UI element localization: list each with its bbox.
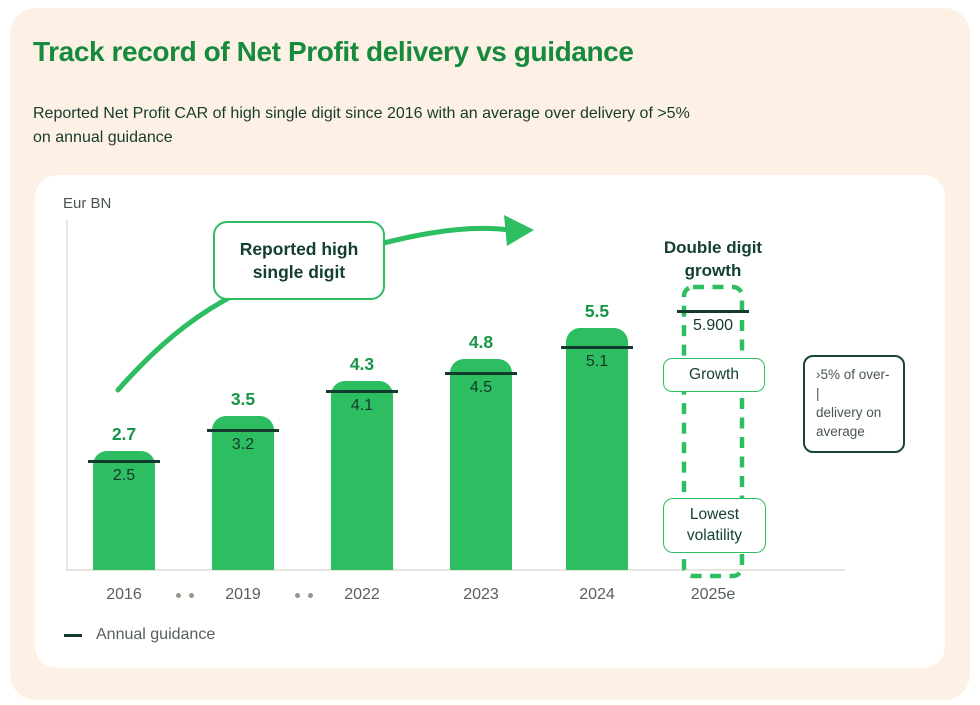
gap-dot	[188, 593, 194, 598]
guidance-label-2025e: 5.900	[692, 317, 734, 335]
bar-2023	[450, 358, 512, 570]
forecast-heading: Double digit growth	[633, 237, 793, 283]
x-axis-label-2016: 2016	[106, 586, 142, 603]
bar-value-2016: 2.7	[111, 424, 137, 445]
page-title: Track record of Net Profit delivery vs g…	[33, 36, 634, 67]
guidance-line-2016	[88, 460, 160, 463]
bar-value-2022: 4.3	[349, 353, 375, 374]
x-axis-label-2025e: 2025e	[690, 586, 736, 603]
x-axis-label-2019: 2019	[225, 586, 261, 603]
forecast-heading-line2: growth	[684, 260, 742, 280]
lowest-volatility-badge: Lowest volatility	[663, 498, 766, 553]
callout-reported-high-single-digit: Reported high single digit	[213, 221, 385, 300]
growth-badge-label: Growth	[689, 366, 739, 383]
guidance-label-2019: 3.2	[231, 436, 255, 454]
callout-line1: Reported high	[239, 238, 359, 259]
guidance-line-2022	[326, 389, 398, 393]
over-delivery-note-line1: ›5% of over-|	[816, 367, 890, 401]
bar-2019	[212, 416, 274, 570]
over-delivery-note-line2: delivery on	[816, 404, 882, 420]
x-axis-label-2022: 2022	[344, 586, 380, 603]
volatility-line1: Lowest	[689, 505, 740, 523]
guidance-line-2023	[445, 372, 517, 375]
over-delivery-note: ›5% of over-| delivery on average	[803, 355, 905, 453]
callout-line2: single digit	[252, 261, 346, 282]
guidance-line-2025e	[677, 310, 749, 314]
y-axis-line	[66, 220, 68, 570]
bar-2024	[566, 328, 628, 570]
y-axis-unit-label: Eur BN	[63, 195, 112, 212]
page-subtitle-line2: on annual guidance	[33, 129, 173, 146]
gap-dot	[175, 593, 181, 598]
guidance-label-2016: 2.5	[112, 467, 136, 484]
legend: Annual guidance	[64, 626, 215, 644]
over-delivery-note-line3: average	[816, 423, 865, 439]
guidance-line-2019	[207, 429, 279, 433]
bar-value-2024: 5.5	[584, 301, 610, 321]
page-subtitle: Reported Net Profit CAR of high single d…	[33, 102, 690, 150]
guidance-label-2022: 4.1	[350, 396, 374, 414]
gap-dot	[294, 593, 300, 598]
bar-value-2023: 4.8	[468, 331, 494, 352]
forecast-heading-line1: Double digit	[663, 238, 763, 257]
legend-label: Annual guidance	[96, 626, 216, 643]
guidance-line-2024	[561, 345, 633, 349]
annual-guidance-line-icon	[64, 633, 82, 637]
page-subtitle-line1: Reported Net Profit CAR of high single d…	[33, 105, 690, 122]
bar-2016	[93, 451, 155, 570]
x-axis-line	[66, 569, 845, 571]
x-axis-label-2024: 2024	[579, 586, 615, 603]
growth-badge: Growth	[663, 358, 765, 392]
guidance-label-2024: 5.1	[585, 352, 609, 370]
bar-value-2019: 3.5	[230, 389, 256, 409]
guidance-label-2023: 4.5	[469, 379, 493, 396]
volatility-line2: volatility	[686, 526, 743, 544]
gap-dot	[307, 593, 313, 598]
x-axis-label-2023: 2023	[463, 586, 499, 603]
bar-2022	[331, 380, 393, 570]
